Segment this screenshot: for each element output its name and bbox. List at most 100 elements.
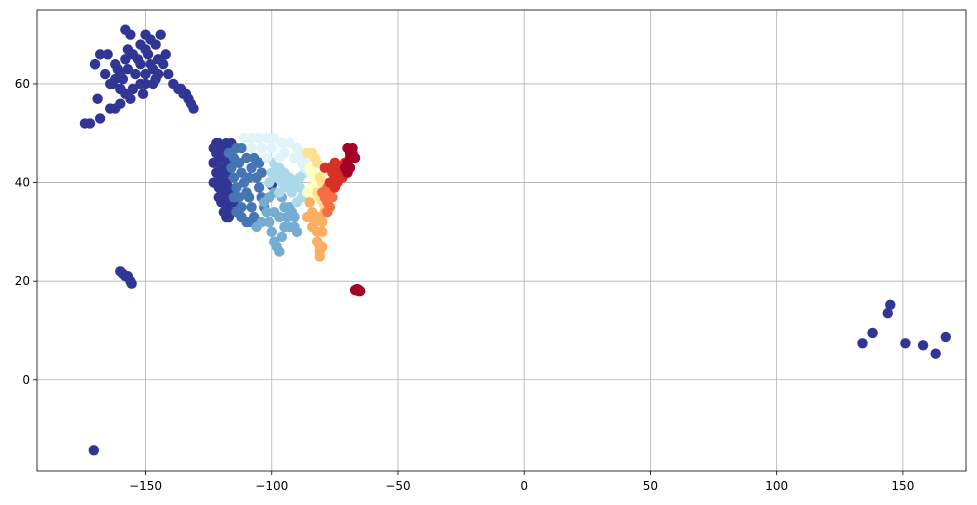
data-point [269, 132, 280, 144]
data-point [301, 211, 313, 223]
data-point [857, 338, 868, 349]
data-point [256, 167, 267, 178]
data-point [289, 211, 300, 223]
data-point [917, 340, 929, 351]
y-tick-label: 0 [22, 373, 30, 387]
data-point [317, 187, 328, 198]
data-point [92, 93, 103, 104]
data-point [122, 44, 134, 55]
data-point [160, 49, 171, 60]
data-point [867, 327, 878, 339]
data-point [276, 231, 288, 243]
data-point [130, 68, 141, 80]
data-point [94, 113, 106, 124]
data-point [306, 221, 318, 233]
data-point [261, 206, 272, 218]
data-point [127, 83, 139, 95]
data-point [930, 348, 941, 359]
data-point [213, 167, 224, 178]
data-point [274, 246, 285, 257]
data-point [228, 192, 240, 203]
data-point [279, 202, 290, 213]
data-point [243, 172, 255, 183]
data-point [339, 162, 351, 173]
data-points [79, 24, 952, 456]
data-point [251, 221, 262, 233]
data-point [218, 197, 230, 208]
data-point [291, 197, 303, 208]
data-point [314, 172, 325, 183]
data-point [301, 187, 313, 198]
data-point [155, 29, 166, 40]
data-point [102, 49, 113, 60]
data-point [94, 49, 106, 60]
data-point [126, 278, 137, 289]
data-point [261, 132, 272, 144]
data-point [243, 192, 255, 203]
data-point [314, 251, 325, 262]
data-point [135, 78, 146, 90]
y-tick-label: 40 [15, 176, 30, 190]
data-point [226, 162, 237, 173]
data-point [173, 83, 184, 95]
data-point [882, 308, 893, 319]
data-point [152, 68, 164, 80]
data-point [301, 147, 313, 159]
data-point [120, 54, 131, 65]
data-point [120, 24, 131, 35]
data-point [940, 331, 952, 343]
data-point [900, 338, 911, 349]
y-tick-label: 20 [15, 274, 30, 288]
data-point [246, 162, 257, 173]
data-point [322, 206, 333, 218]
data-point [266, 167, 277, 178]
data-point [296, 157, 308, 169]
data-point [105, 103, 116, 114]
data-point [266, 142, 277, 154]
data-point [246, 142, 257, 154]
data-point [329, 182, 341, 193]
x-tick-label: 100 [765, 479, 788, 493]
data-point [99, 68, 111, 80]
x-tick-label: −100 [255, 479, 288, 493]
plot-background [37, 10, 966, 471]
data-point [317, 226, 328, 238]
data-point [289, 152, 300, 164]
data-point [112, 63, 123, 75]
data-point [163, 68, 174, 80]
data-point [208, 157, 219, 169]
x-tick-label: −150 [129, 479, 162, 493]
data-point [266, 226, 277, 238]
data-point [261, 152, 272, 164]
data-point [132, 54, 144, 65]
data-point [188, 103, 199, 114]
data-point [107, 78, 118, 90]
x-tick-label: 150 [891, 479, 914, 493]
data-point [253, 157, 265, 169]
data-point [213, 137, 224, 149]
data-point [158, 59, 169, 70]
data-point [115, 83, 126, 95]
data-point [291, 226, 303, 238]
data-point [231, 206, 242, 218]
data-point [274, 187, 285, 198]
grid [37, 10, 966, 471]
data-point [342, 142, 353, 154]
y-axis: 0 20 40 60 [15, 77, 37, 387]
data-point [284, 221, 295, 233]
data-point [236, 167, 247, 178]
data-point [246, 132, 257, 144]
data-point [231, 182, 242, 193]
data-point [885, 299, 896, 311]
data-point [238, 132, 250, 144]
data-point [89, 59, 101, 70]
x-tick-label: −50 [385, 479, 410, 493]
x-tick-label: 0 [520, 479, 528, 493]
y-tick-label: 60 [15, 77, 30, 91]
data-point [327, 192, 338, 203]
data-point [264, 216, 275, 228]
plot-frame [36, 9, 967, 472]
data-point [294, 182, 305, 193]
data-point [236, 142, 247, 154]
data-point [256, 142, 267, 154]
